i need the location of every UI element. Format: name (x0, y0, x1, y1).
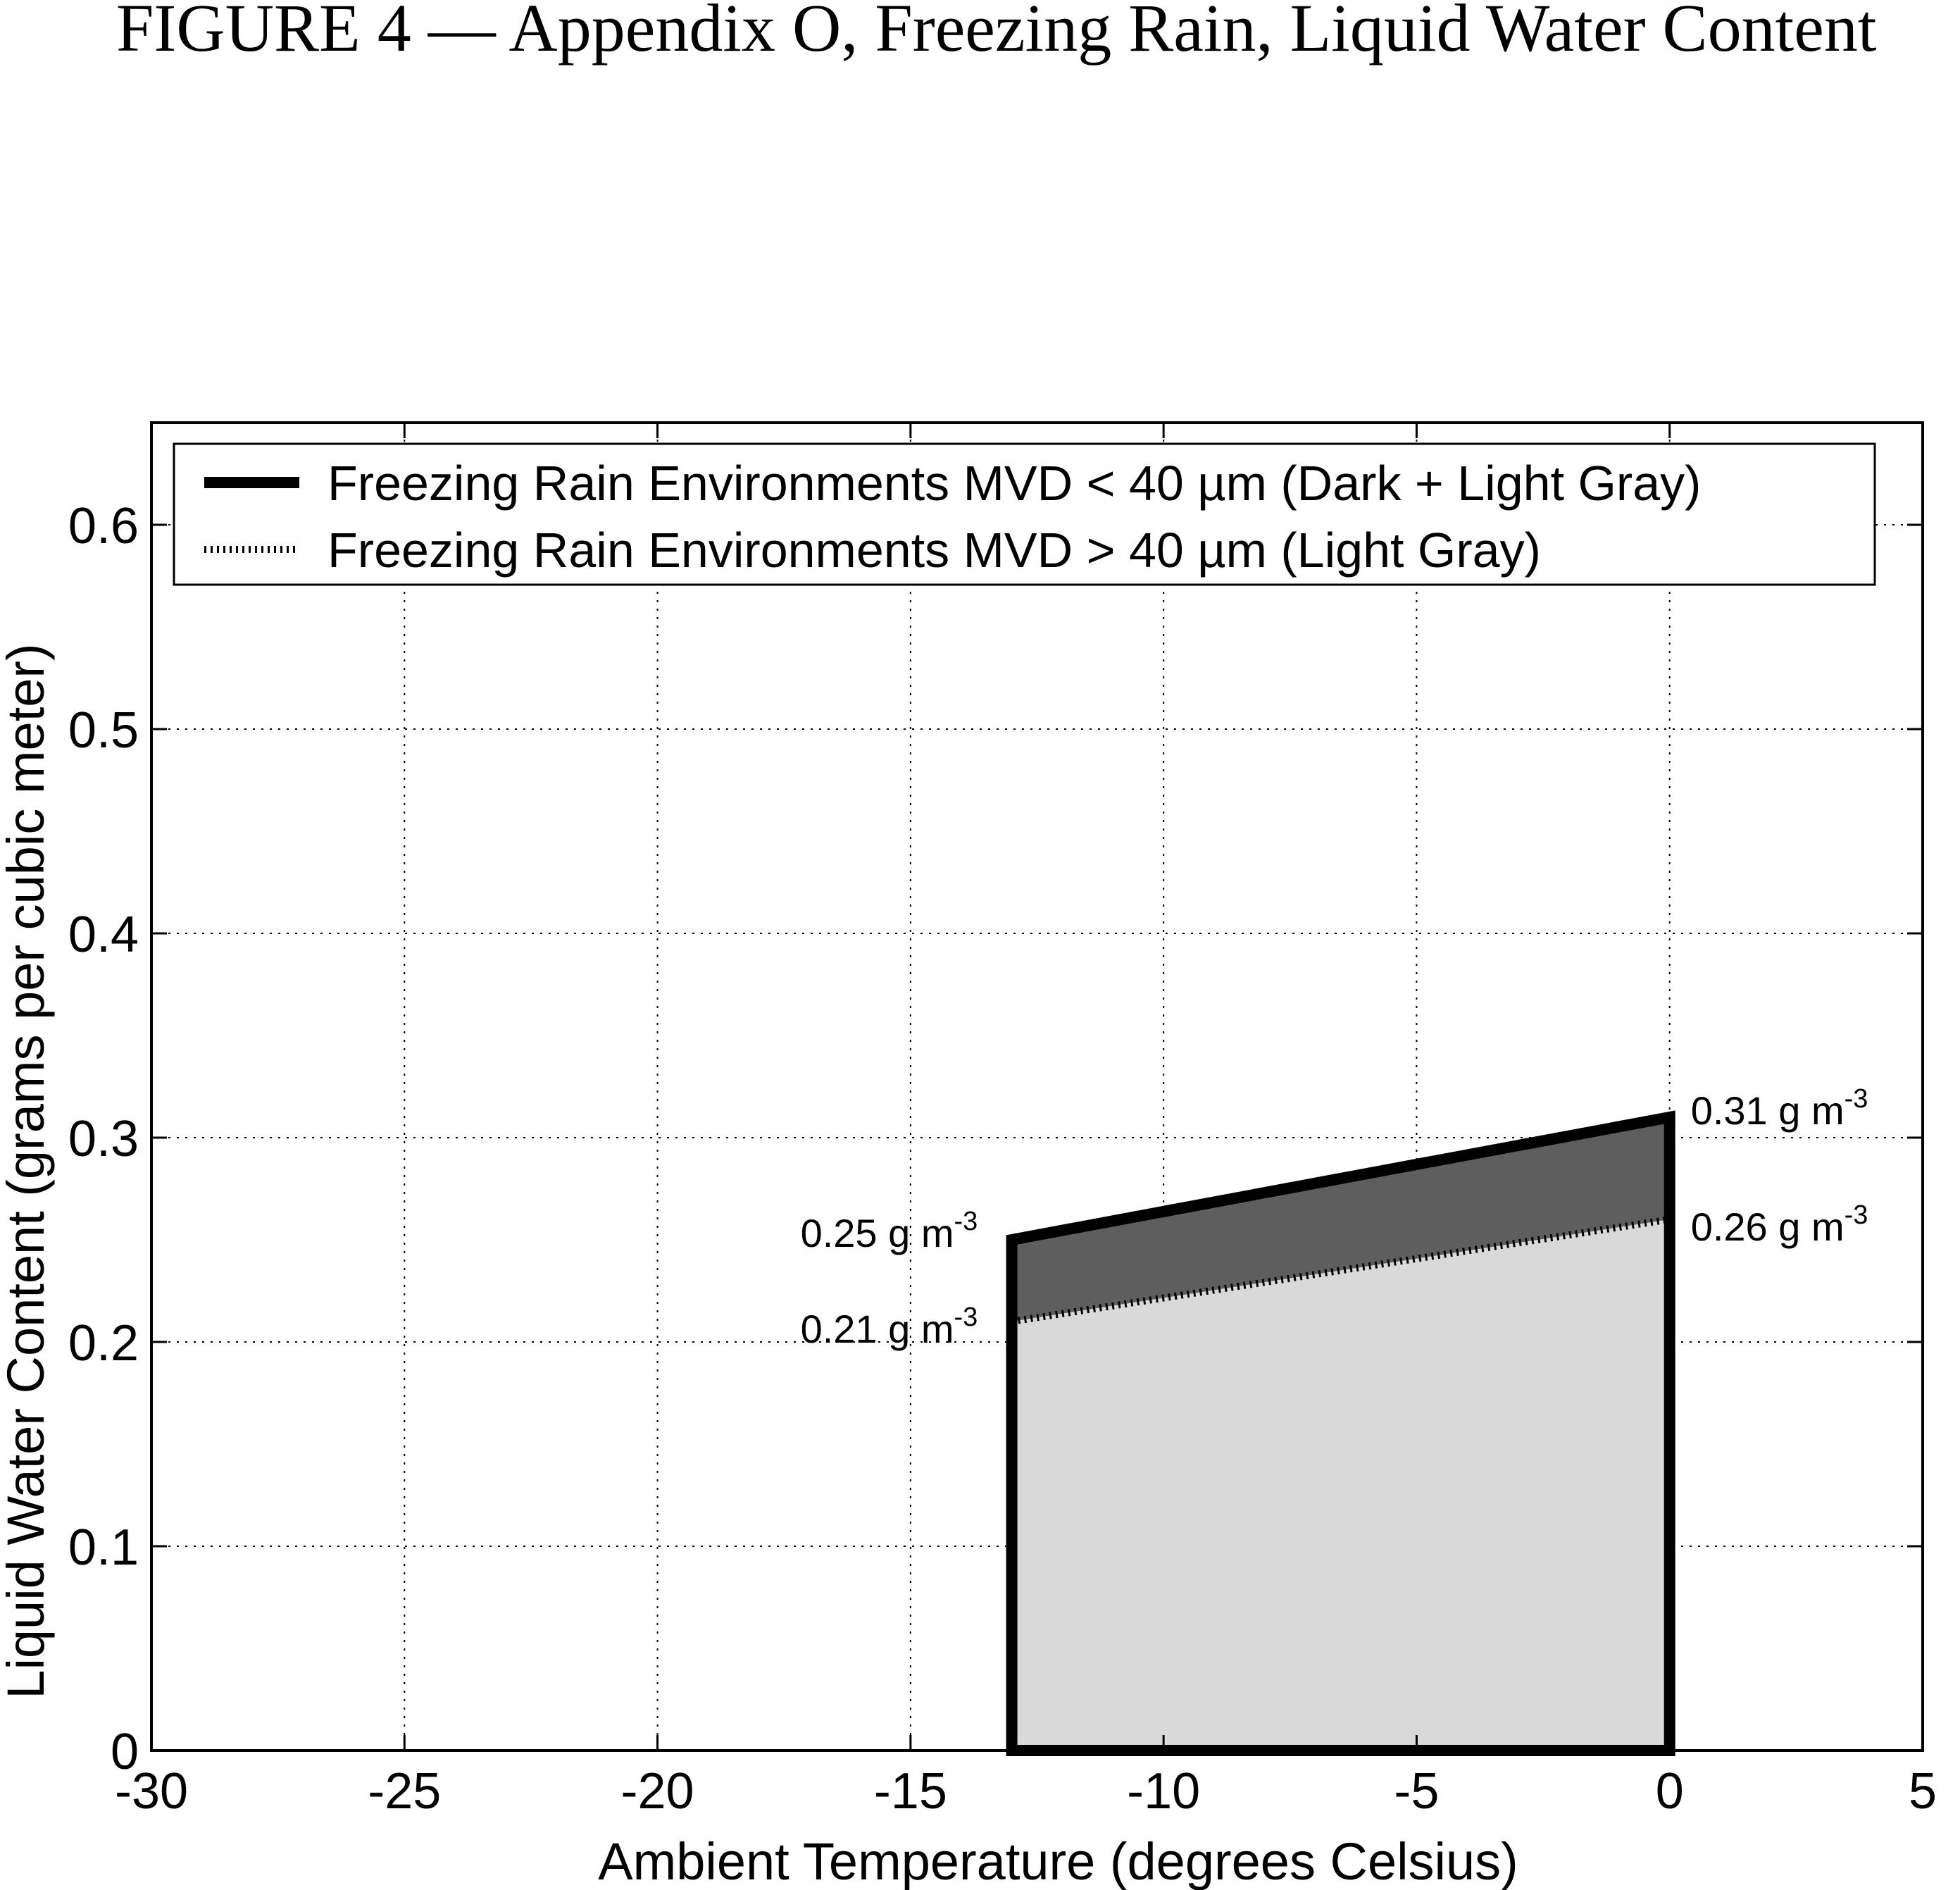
x-tick-label: -30 (115, 1763, 188, 1820)
y-tick-label: 0.1 (68, 1519, 139, 1576)
x-tick-label: 5 (1909, 1763, 1937, 1820)
x-tick-label: 0 (1656, 1763, 1684, 1820)
x-tick-label: -10 (1127, 1763, 1200, 1820)
grid-lines (151, 423, 1923, 1751)
value-annotation: 0.31 g m-3 (1691, 1084, 1868, 1133)
legend: Freezing Rain Environments MVD < 40 µm (… (173, 442, 1876, 586)
y-axis-label: Liquid Water Content (grams per cubic me… (0, 643, 55, 1698)
annotation-exponent: -3 (1844, 1200, 1868, 1230)
annotation-value: 0.21 g m (801, 1307, 954, 1351)
axis-ticks: -30 -25 -20 -15 -10 -5 0 5 0 0.1 0.2 0.3 0.4 0.5 0.6 (68, 423, 1937, 1820)
value-annotations: 0.31 g m-30.26 g m-30.25 g m-30.21 g m-3 (801, 1084, 1868, 1351)
x-tick-label: -25 (368, 1763, 441, 1820)
legend-entry-mvd-lt-40: Freezing Rain Environments MVD < 40 µm (… (327, 456, 1701, 511)
legend-box (173, 442, 1876, 586)
annotation-value: 0.25 g m (801, 1211, 954, 1255)
annotation-exponent: -3 (954, 1303, 978, 1332)
plot-frame (150, 421, 1924, 1752)
lwc-chart: -30 -25 -20 -15 -10 -5 0 5 0 0.1 0.2 0.3 0.4 0.5 0.6 0… (0, 421, 1937, 1890)
y-tick-label: 0.2 (68, 1315, 139, 1372)
x-tick-label: -20 (621, 1763, 694, 1820)
x-tick-label: -15 (874, 1763, 947, 1820)
annotation-exponent: -3 (1844, 1084, 1868, 1114)
envelope-areas (1006, 1110, 1675, 1756)
light-gray-area (1011, 1219, 1670, 1751)
figure-caption: FIGURE 4 — Appendix O, Freezing Rain, Li… (116, 0, 1877, 66)
value-annotation: 0.21 g m-3 (801, 1303, 978, 1351)
y-tick-label: 0.6 (68, 498, 139, 554)
annotation-exponent: -3 (954, 1207, 978, 1236)
y-tick-label: 0 (111, 1724, 139, 1780)
legend-entry-mvd-gt-40: Freezing Rain Environments MVD > 40 µm (… (327, 523, 1541, 578)
dark-gray-area (1011, 1117, 1670, 1322)
x-tick-label: -5 (1394, 1763, 1439, 1820)
annotation-value: 0.31 g m (1691, 1088, 1844, 1133)
value-annotation: 0.26 g m-3 (1691, 1200, 1868, 1249)
y-tick-label: 0.4 (68, 907, 139, 963)
x-axis-label: Ambient Temperature (degrees Celsius) (598, 1832, 1518, 1890)
y-tick-label: 0.3 (68, 1111, 139, 1167)
value-annotation: 0.25 g m-3 (801, 1207, 978, 1255)
y-tick-label: 0.5 (68, 702, 139, 759)
annotation-value: 0.26 g m (1691, 1205, 1844, 1249)
